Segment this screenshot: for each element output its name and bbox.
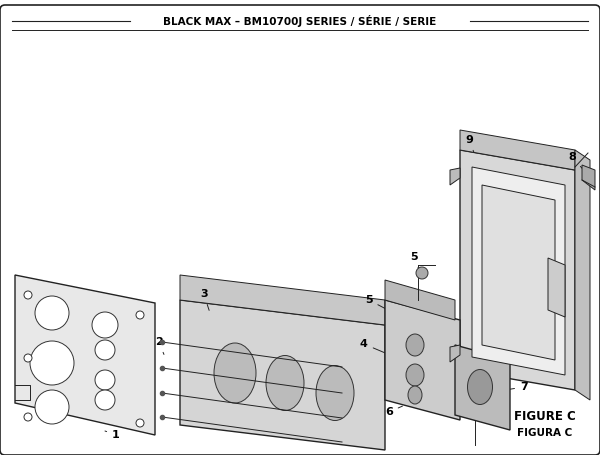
Circle shape (416, 267, 428, 279)
Ellipse shape (406, 364, 424, 386)
Polygon shape (482, 185, 555, 360)
Polygon shape (460, 130, 575, 170)
Ellipse shape (467, 369, 493, 404)
Circle shape (95, 370, 115, 390)
Circle shape (24, 354, 32, 362)
Text: 8: 8 (568, 152, 588, 175)
Ellipse shape (408, 386, 422, 404)
Text: FIGURA C: FIGURA C (517, 428, 572, 438)
Text: 3: 3 (200, 289, 209, 310)
Polygon shape (385, 280, 455, 320)
Circle shape (92, 312, 118, 338)
Ellipse shape (214, 343, 256, 403)
Polygon shape (575, 150, 590, 400)
Circle shape (30, 341, 74, 385)
Text: 4: 4 (360, 339, 388, 354)
Circle shape (24, 413, 32, 421)
Text: 5: 5 (410, 252, 421, 274)
Text: 1: 1 (105, 430, 120, 440)
Circle shape (136, 311, 144, 319)
Polygon shape (548, 258, 565, 317)
Polygon shape (180, 300, 385, 450)
Circle shape (24, 291, 32, 299)
Circle shape (95, 340, 115, 360)
Polygon shape (15, 275, 155, 435)
Polygon shape (582, 165, 595, 190)
Circle shape (35, 390, 69, 424)
Circle shape (136, 419, 144, 427)
Text: BLACK MAX – BM10700J SERIES / SÉRIE / SERIE: BLACK MAX – BM10700J SERIES / SÉRIE / SE… (163, 15, 437, 27)
Polygon shape (450, 168, 460, 185)
Circle shape (35, 296, 69, 330)
Polygon shape (472, 167, 565, 375)
Ellipse shape (406, 334, 424, 356)
Polygon shape (385, 300, 460, 420)
Text: 5: 5 (365, 295, 386, 308)
Polygon shape (450, 345, 460, 362)
Ellipse shape (266, 355, 304, 410)
Text: 9: 9 (465, 135, 474, 152)
Text: 7: 7 (508, 382, 528, 392)
Polygon shape (460, 150, 575, 390)
Ellipse shape (316, 365, 354, 420)
Text: 2: 2 (155, 337, 164, 354)
Polygon shape (180, 275, 385, 325)
Circle shape (95, 390, 115, 410)
Text: FIGURE C: FIGURE C (514, 410, 576, 424)
Polygon shape (455, 345, 510, 430)
Text: 6: 6 (385, 406, 403, 417)
